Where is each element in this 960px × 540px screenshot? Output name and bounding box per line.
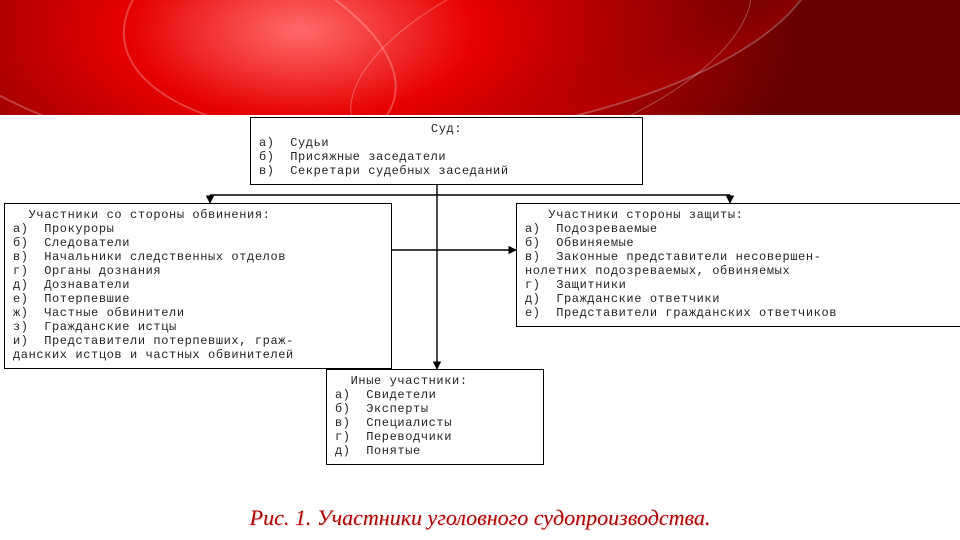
list-item: в) Начальники следственных отделов (13, 250, 383, 264)
list-item: д) Дознаватели (13, 278, 383, 292)
list-item: б) Присяжные заседатели (259, 150, 634, 164)
list-item: а) Подозреваемые (525, 222, 960, 236)
node-title: Суд: (259, 122, 634, 136)
list-item: д) Гражданские ответчики (525, 292, 960, 306)
list-item: б) Обвиняемые (525, 236, 960, 250)
banner-swirl (322, 0, 781, 115)
list-item: и) Представители потерпевших, граж- (13, 334, 383, 348)
list-item: г) Защитники (525, 278, 960, 292)
list-item: данских истцов и частных обвинителей (13, 348, 383, 362)
node-items: а) Судьиб) Присяжные заседателив) Секрет… (259, 136, 634, 178)
list-item: в) Секретари судебных заседаний (259, 164, 634, 178)
list-item: нолетних подозреваемых, обвиняемых (525, 264, 960, 278)
node-court: Суд: а) Судьиб) Присяжные заседателив) С… (250, 117, 643, 185)
list-item: в) Законные представители несовершен- (525, 250, 960, 264)
node-items: а) Прокурорыб) Следователив) Начальники … (13, 222, 383, 362)
node-others: Иные участники: а) Свидетелиб) Экспертыв… (326, 369, 544, 465)
node-items: а) Подозреваемыеб) Обвиняемыев) Законные… (525, 222, 960, 320)
list-item: з) Гражданские истцы (13, 320, 383, 334)
list-item: е) Потерпевшие (13, 292, 383, 306)
list-item: б) Эксперты (335, 402, 535, 416)
list-item: д) Понятые (335, 444, 535, 458)
node-title: Участники со стороны обвинения: (13, 208, 383, 222)
figure-caption: Рис. 1. Участники уголовного судопроизво… (0, 505, 960, 531)
node-defence: Участники стороны защиты: а) Подозреваем… (516, 203, 960, 327)
node-title: Иные участники: (335, 374, 535, 388)
node-prosecution: Участники со стороны обвинения: а) Проку… (4, 203, 392, 369)
list-item: а) Судьи (259, 136, 634, 150)
node-title: Участники стороны защиты: (525, 208, 960, 222)
list-item: е) Представители гражданских ответчиков (525, 306, 960, 320)
list-item: в) Специалисты (335, 416, 535, 430)
list-item: б) Следователи (13, 236, 383, 250)
list-item: а) Свидетели (335, 388, 535, 402)
list-item: г) Переводчики (335, 430, 535, 444)
list-item: ж) Частные обвинители (13, 306, 383, 320)
diagram-stage: Суд: а) Судьиб) Присяжные заседателив) С… (0, 115, 960, 495)
decorative-banner (0, 0, 960, 115)
node-items: а) Свидетелиб) Экспертыв) Специалистыг) … (335, 388, 535, 458)
list-item: г) Органы дознания (13, 264, 383, 278)
list-item: а) Прокуроры (13, 222, 383, 236)
